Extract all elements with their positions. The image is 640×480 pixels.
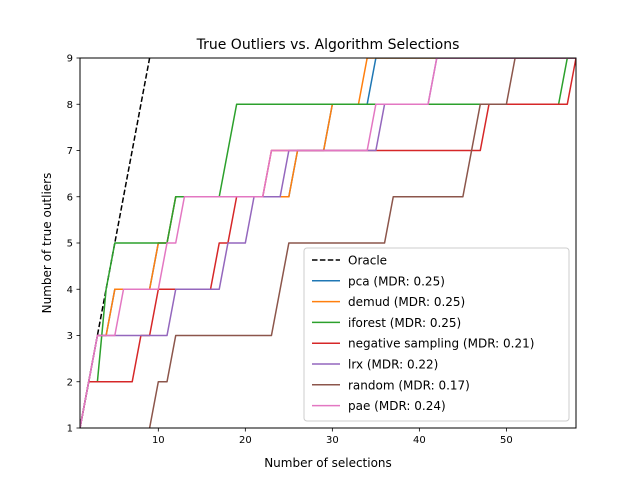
y-axis-label: Number of true outliers (40, 173, 54, 314)
ticks-layer: 10 20 30 40 50 1 2 3 4 5 6 7 8 9 (67, 54, 513, 446)
chart-title: True Outliers vs. Algorithm Selections (196, 37, 460, 53)
legend: Oracle pca (MDR: 0.25) demud (MDR: 0.25) if… (303, 247, 570, 422)
x-tick-label: 10 (152, 435, 165, 446)
legend-label-7: pae (MDR: 0.24) (348, 399, 446, 413)
legend-label-4: negative sampling (MDR: 0.21) (348, 337, 534, 351)
x-axis-label: Number of selections (264, 456, 392, 470)
y-tick-label: 8 (67, 100, 73, 111)
legend-label-2: demud (MDR: 0.25) (348, 295, 465, 309)
series-line-7 (80, 58, 576, 428)
x-tick-label: 20 (239, 435, 252, 446)
series-line-4 (80, 58, 576, 428)
legend-label-5: lrx (MDR: 0.22) (348, 358, 438, 372)
series-layer (80, 58, 576, 428)
y-tick-label: 7 (67, 146, 73, 157)
legend-label-6: random (MDR: 0.17) (348, 378, 470, 392)
y-tick-label: 4 (67, 285, 73, 296)
y-tick-label: 3 (67, 331, 73, 342)
x-tick-label: 50 (500, 435, 513, 446)
y-tick-label: 6 (67, 192, 73, 203)
legend-label-0: Oracle (348, 254, 387, 268)
legend-label-1: pca (MDR: 0.25) (348, 274, 445, 288)
x-tick-label: 40 (413, 435, 426, 446)
legend-box (303, 247, 570, 422)
x-tick-label: 30 (326, 435, 339, 446)
series-line-6 (148, 58, 576, 428)
y-tick-label: 1 (67, 424, 73, 435)
y-tick-label: 5 (67, 239, 73, 250)
y-tick-label: 2 (67, 377, 73, 388)
y-tick-label: 9 (67, 54, 73, 65)
legend-label-3: iforest (MDR: 0.25) (348, 316, 461, 330)
